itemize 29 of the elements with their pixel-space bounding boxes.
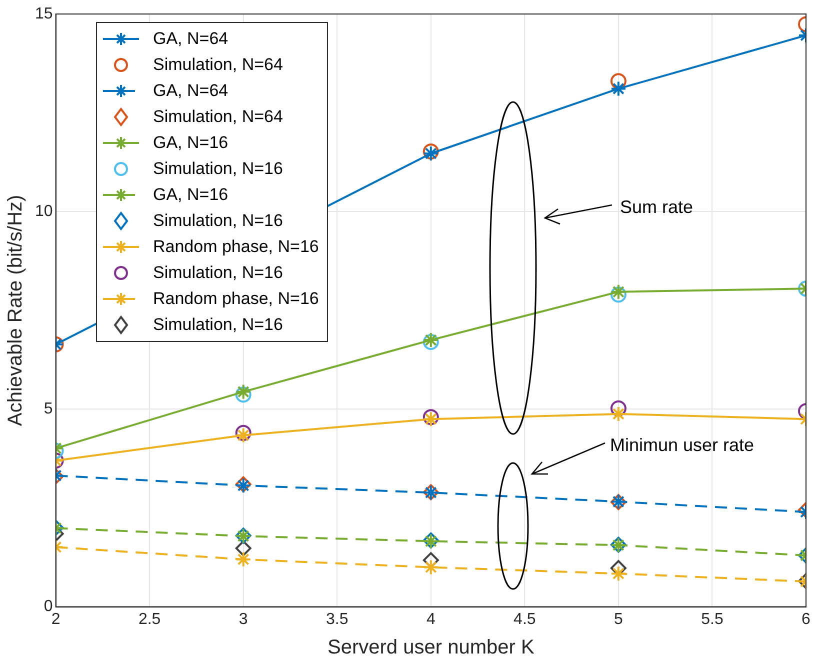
y-tick-label: 15 <box>35 5 53 22</box>
x-tick-label: 3 <box>238 610 248 628</box>
x-tick-label: 5 <box>614 610 623 628</box>
legend-label: Simulation, N=16 <box>153 211 283 231</box>
x-tick-label: 4.5 <box>514 610 536 628</box>
x-axis-title: Serverd user number K <box>328 636 535 659</box>
legend-label: Random phase, N=16 <box>153 289 319 309</box>
legend-label: GA, N=64 <box>153 29 228 49</box>
y-tick-label: 10 <box>35 203 53 220</box>
y-axis-title: Achievable Rate (bit/s/Hz) <box>4 194 27 426</box>
legend-label: Simulation, N=16 <box>153 263 283 283</box>
y-tick-label: 0 <box>44 598 53 616</box>
legend-label: Simulation, N=16 <box>153 159 283 179</box>
legend-label: Simulation, N=64 <box>153 55 283 75</box>
legend-label: Simulation, N=16 <box>153 315 283 335</box>
legend-label: GA, N=16 <box>153 185 228 205</box>
y-tick-label: 5 <box>44 400 53 418</box>
annotation: Sum rate <box>620 196 694 217</box>
x-tick-label: 3.5 <box>326 610 348 628</box>
legend-label: GA, N=64 <box>153 81 228 101</box>
x-tick-label: 2 <box>51 610 60 628</box>
legend-label: Simulation, N=64 <box>153 107 283 127</box>
annotation: Minimun user rate <box>610 434 754 455</box>
x-tick-label: 6 <box>802 610 811 628</box>
legend-label: Random phase, N=16 <box>153 237 319 257</box>
x-tick-label: 2.5 <box>138 610 161 628</box>
x-tick-label: 4 <box>426 610 436 628</box>
x-tick-label: 5.5 <box>701 610 724 628</box>
legend-label: GA, N=16 <box>153 133 228 153</box>
